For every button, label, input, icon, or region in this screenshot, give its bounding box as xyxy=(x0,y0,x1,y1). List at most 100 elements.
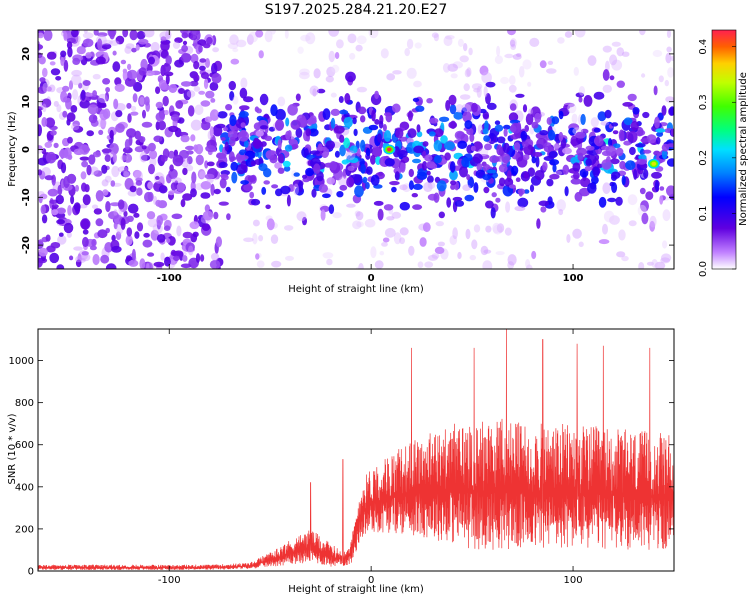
spectrogram-cell xyxy=(548,151,558,158)
spectrogram-cell xyxy=(197,169,206,180)
spectrogram-cell xyxy=(332,212,342,219)
snr-series-line xyxy=(38,329,674,570)
spectrogram-cell xyxy=(661,105,667,116)
spectrogram-cell xyxy=(57,235,67,245)
spectrogram-cell xyxy=(256,108,262,114)
spectrogram-cell xyxy=(130,111,139,116)
spectrogram-cell xyxy=(307,117,317,125)
spectrogram-cell xyxy=(41,98,52,108)
spectrogram-cell xyxy=(449,161,456,173)
spectrogram-cell xyxy=(640,200,649,212)
spectrogram-cell xyxy=(160,155,168,162)
spectrogram-cell xyxy=(305,167,315,177)
spectrogram-cell xyxy=(371,109,376,122)
spectrogram-cell xyxy=(127,203,139,214)
spectrogram-cell xyxy=(615,147,624,157)
spectrogram-cell xyxy=(199,171,207,179)
spectrogram-cell xyxy=(102,39,113,45)
spectrogram-cell xyxy=(240,180,250,185)
spectrogram-cell xyxy=(437,241,445,247)
spectrogram-cell xyxy=(382,237,390,243)
spectrogram-cell xyxy=(574,132,586,139)
spectrogram-cell xyxy=(633,168,638,180)
spectrogram-cell xyxy=(422,141,429,147)
spectrogram-cell xyxy=(274,119,285,131)
spectrogram-cell xyxy=(79,204,88,209)
spectrogram-cell xyxy=(53,142,59,149)
spectrogram-cell xyxy=(210,98,216,103)
spectrogram-cell xyxy=(604,109,612,119)
spectrogram-cell xyxy=(124,165,129,173)
spectrogram-cell xyxy=(349,145,358,154)
spectrogram-cell xyxy=(171,177,182,184)
spectrogram-cell xyxy=(609,75,615,81)
spectrogram-cell xyxy=(356,86,368,93)
spectrogram-cell xyxy=(175,100,184,109)
spectrogram-cell xyxy=(661,149,668,160)
spectrogram-cell xyxy=(609,54,618,66)
spectrogram-cell xyxy=(669,106,674,116)
spectrogram-cell xyxy=(546,117,552,125)
spectrogram-cell xyxy=(356,35,367,45)
spectrogram-cell xyxy=(255,253,260,260)
spectrogram-cell xyxy=(415,105,425,112)
spectrogram-cell xyxy=(290,119,301,130)
spectrogram-cell xyxy=(101,43,112,50)
spectrogram-cell xyxy=(453,111,464,120)
spectrogram-cell xyxy=(170,114,180,122)
spectrogram-cell xyxy=(109,129,114,139)
spectrogram-cell xyxy=(579,177,591,188)
spectrogram-cell xyxy=(138,67,147,76)
snr-x-ticks: -100 0 100 xyxy=(158,329,583,586)
spectrogram-cell xyxy=(126,227,133,237)
spectrogram-cell xyxy=(163,225,171,231)
spectrogram-cell xyxy=(49,252,60,264)
spectrogram-cell xyxy=(305,32,316,45)
spectrogram-cell xyxy=(50,68,61,76)
spectrogram-cell xyxy=(113,209,118,216)
spectrogram-cell xyxy=(131,248,136,261)
spectrogram-cell xyxy=(574,30,586,38)
spectrogram-cell xyxy=(193,73,200,82)
spectrogram-cell xyxy=(509,125,517,133)
spectrogram-cell xyxy=(101,179,109,187)
spectrogram-cell xyxy=(500,76,510,85)
spectrogram-cell xyxy=(408,168,414,178)
spectrogram-cell xyxy=(126,255,132,262)
spectrogram-cell xyxy=(213,211,219,220)
spectrogram-cell xyxy=(616,251,626,258)
spectrogram-cell xyxy=(71,74,82,86)
spectrogram-cell xyxy=(109,202,121,207)
spectrogram-cell xyxy=(349,52,356,60)
spectrogram-cell xyxy=(623,140,632,146)
spectrogram-cell xyxy=(212,47,220,53)
spectrogram-cell xyxy=(86,164,92,176)
spectrogram-cell xyxy=(557,37,565,44)
spectrogram-cell xyxy=(168,190,175,196)
spectrogram-cell xyxy=(413,145,425,154)
spectrogram-cell xyxy=(621,255,629,262)
spectrogram-cell xyxy=(621,175,626,186)
spectrogram-cell xyxy=(539,130,549,136)
spectrogram-cell xyxy=(120,170,131,178)
spectrogram-cell xyxy=(164,109,169,116)
spectrogram-cell xyxy=(641,73,646,78)
spectrogram-cell xyxy=(352,117,357,125)
spectrogram-cell xyxy=(225,104,233,111)
spectrogram-cell xyxy=(446,197,452,208)
spectrogram-cell xyxy=(108,211,119,220)
spectrogram-cell xyxy=(297,46,304,54)
spectrogram-cell xyxy=(368,124,379,131)
spectrogram-cell xyxy=(93,30,99,36)
spectrogram-cell xyxy=(205,145,217,153)
spectrogram-cell xyxy=(509,75,516,85)
spectrogram-cell xyxy=(83,30,88,34)
spectrogram-cell xyxy=(579,168,589,178)
spectrogram-cell xyxy=(448,121,458,129)
spectrogram-cell xyxy=(53,100,59,107)
spectrogram-cell xyxy=(358,106,367,115)
spectrogram-cell xyxy=(472,153,483,164)
spectrogram-cell xyxy=(333,125,345,134)
spectrogram-cell xyxy=(379,251,385,256)
spectrogram-cell xyxy=(330,108,340,116)
